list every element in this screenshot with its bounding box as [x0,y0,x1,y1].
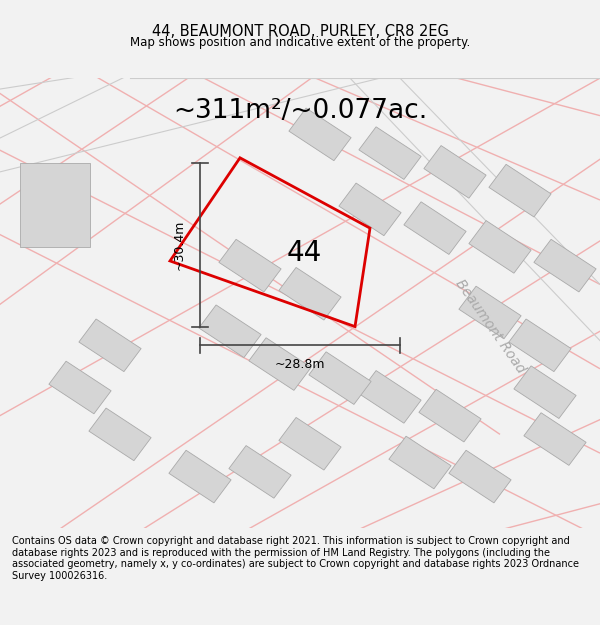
Polygon shape [514,366,576,419]
Text: ~311m²/~0.077ac.: ~311m²/~0.077ac. [173,98,427,124]
Text: ~30.4m: ~30.4m [173,219,186,270]
Polygon shape [419,389,481,442]
Polygon shape [49,361,111,414]
Polygon shape [89,408,151,461]
Polygon shape [249,338,311,391]
Polygon shape [489,164,551,217]
Polygon shape [449,450,511,503]
Polygon shape [199,305,261,358]
Polygon shape [289,108,351,161]
Polygon shape [20,162,90,247]
Text: 44: 44 [286,239,322,267]
Text: Map shows position and indicative extent of the property.: Map shows position and indicative extent… [130,36,470,49]
Polygon shape [309,352,371,404]
Polygon shape [404,202,466,254]
Polygon shape [524,412,586,466]
Text: ~28.8m: ~28.8m [275,358,325,371]
Text: Beaumont Road: Beaumont Road [452,277,527,376]
Polygon shape [359,127,421,179]
Polygon shape [279,268,341,320]
Polygon shape [359,371,421,423]
Polygon shape [229,446,291,498]
Polygon shape [79,319,141,372]
Polygon shape [339,183,401,236]
Polygon shape [169,450,231,503]
Polygon shape [389,436,451,489]
Polygon shape [459,286,521,339]
Text: 44, BEAUMONT ROAD, PURLEY, CR8 2EG: 44, BEAUMONT ROAD, PURLEY, CR8 2EG [152,24,448,39]
Text: Contains OS data © Crown copyright and database right 2021. This information is : Contains OS data © Crown copyright and d… [12,536,579,581]
Polygon shape [279,418,341,470]
Polygon shape [219,239,281,292]
Polygon shape [469,221,531,273]
Polygon shape [424,146,486,198]
Polygon shape [534,239,596,292]
Polygon shape [509,319,571,372]
